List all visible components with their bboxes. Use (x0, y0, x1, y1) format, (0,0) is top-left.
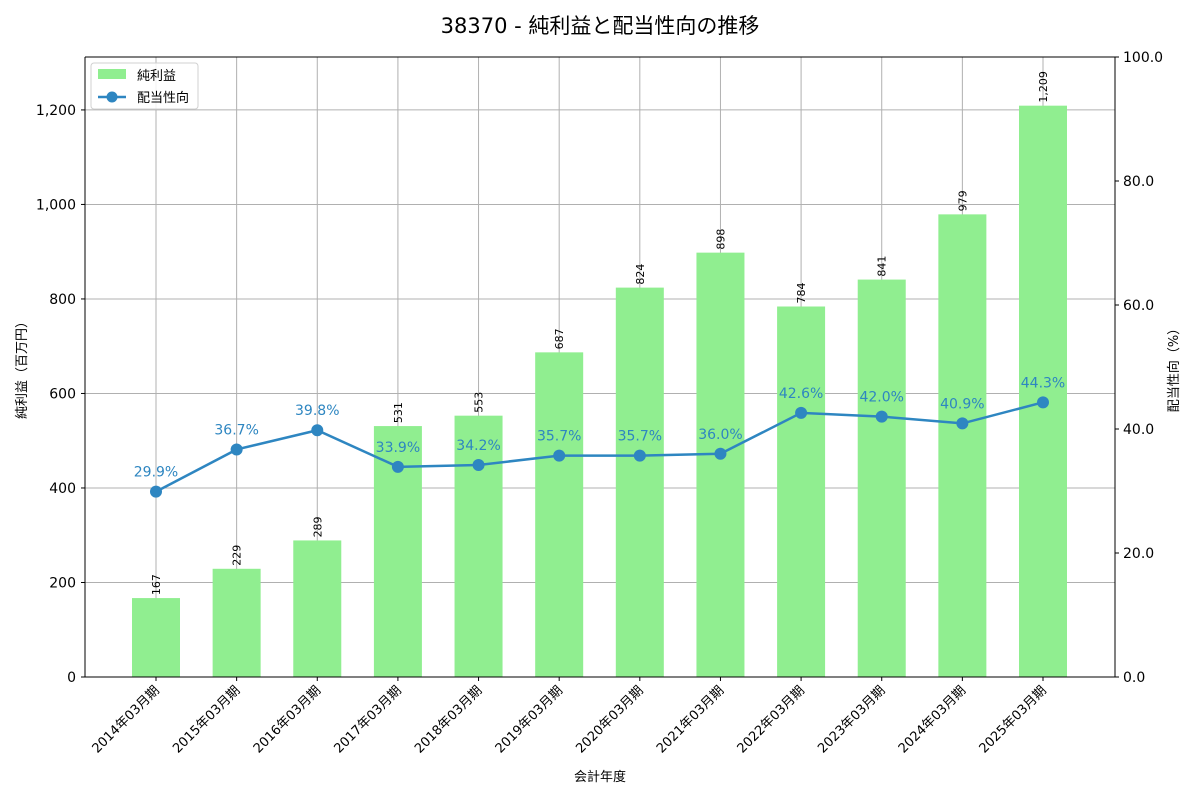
line-marker-icon (230, 443, 243, 456)
line-value-label: 33.9% (376, 440, 420, 456)
y-tick-label: 0 (67, 670, 76, 686)
bar (696, 252, 745, 677)
line-value-label: 40.9% (940, 396, 984, 412)
x-tick-label: 2023年03月期 (815, 683, 888, 756)
y-tick-label: 1,000 (36, 197, 76, 213)
y-tick-label: 400 (49, 481, 76, 497)
bar (615, 287, 664, 677)
y2-tick-label: 0.0 (1123, 670, 1145, 686)
line-marker-icon (875, 410, 888, 423)
legend-line-marker-icon (106, 91, 118, 103)
bar-value-label: 167 (150, 574, 163, 595)
bar-value-label: 979 (956, 190, 969, 211)
bar-value-label: 687 (553, 328, 566, 349)
bar (212, 568, 261, 677)
line-value-labels: 29.9% 36.7% 39.8% 33.9% 34.2% 35.7% 35.7% 36.0%… (134, 375, 1065, 480)
y2-tick-label: 60.0 (1123, 298, 1154, 314)
line-marker-icon (311, 424, 324, 437)
bar (938, 214, 987, 678)
bar-value-label: 898 (714, 229, 727, 250)
line-marker-icon (633, 449, 646, 462)
x-tick-label: 2016年03月期 (251, 683, 324, 756)
chart-title: 38370 - 純利益と配当性向の推移 (440, 14, 760, 38)
x-axis-label: 会計年度 (574, 769, 626, 785)
x-tick-label: 2025年03月期 (977, 683, 1050, 756)
line-series (150, 396, 1049, 498)
line-value-label: 29.9% (134, 465, 178, 481)
y-tick-label: 1,200 (36, 103, 76, 119)
y-tick-label: 800 (49, 292, 76, 308)
x-tick-label: 2017年03月期 (331, 683, 404, 756)
line-marker-icon (956, 417, 969, 430)
legend-bar-swatch (98, 69, 126, 79)
bar-value-labels: 167 229 289 531 553 687 824 898 784 841 979 1,209 (150, 71, 1050, 595)
x-axis-ticks: 2014年03月期 2015年03月期 2016年03月期 2017年03月期 2018… (90, 677, 1050, 757)
line-marker-icon (553, 449, 566, 462)
bar (535, 352, 584, 677)
line-value-label: 35.7% (618, 429, 662, 445)
y-axis-label: 純利益（百万円） (15, 315, 30, 419)
bar (454, 415, 503, 677)
y2-tick-label: 20.0 (1123, 546, 1154, 562)
axes (84, 56, 1116, 678)
line-value-label: 35.7% (537, 429, 581, 445)
line-marker-icon (1037, 396, 1049, 409)
line-marker-icon (472, 458, 485, 471)
line-marker-icon (795, 406, 808, 419)
line-marker-icon (150, 485, 162, 498)
bar-value-label: 1,209 (1037, 71, 1050, 103)
line-marker-icon (391, 460, 404, 473)
bar (293, 540, 342, 677)
line-value-label: 34.2% (456, 438, 500, 454)
x-tick-label: 2020年03月期 (573, 683, 646, 756)
bar-value-label: 784 (795, 283, 808, 304)
x-tick-label: 2019年03月期 (493, 683, 566, 756)
x-tick-label: 2021年03月期 (654, 683, 727, 756)
bar-value-label: 824 (634, 264, 647, 285)
x-tick-label: 2018年03月期 (412, 683, 485, 756)
bar-series (132, 105, 1067, 678)
line-value-label: 42.6% (779, 386, 823, 402)
bar-value-label: 229 (231, 545, 244, 566)
y2-tick-label: 80.0 (1123, 174, 1154, 190)
bar (132, 598, 180, 677)
bar-value-label: 553 (473, 392, 486, 413)
left-y-axis-ticks: 0 200 400 600 800 1,000 1,200 (36, 103, 85, 686)
line-value-label: 36.7% (214, 422, 258, 438)
x-tick-label: 2024年03月期 (896, 683, 969, 756)
y-tick-label: 600 (49, 386, 76, 402)
y-tick-label: 200 (49, 575, 76, 591)
x-tick-label: 2014年03月期 (90, 683, 163, 756)
bar (1019, 105, 1067, 678)
legend-bar-label: 純利益 (137, 69, 176, 84)
bar-value-label: 531 (392, 402, 405, 423)
y2-tick-label: 40.0 (1123, 422, 1154, 438)
right-y-axis-ticks: 0.0 20.0 40.0 60.0 80.0 100.0 (1115, 50, 1163, 686)
line-value-label: 36.0% (698, 427, 742, 443)
legend-line-label: 配当性向 (137, 90, 189, 106)
bar-value-label: 289 (311, 516, 324, 537)
bar (857, 279, 906, 677)
y2-tick-label: 100.0 (1123, 50, 1163, 66)
line-value-label: 39.8% (295, 403, 339, 419)
x-tick-label: 2022年03月期 (735, 683, 808, 756)
bar (777, 306, 826, 677)
line-marker-icon (714, 447, 727, 460)
x-tick-label: 2015年03月期 (170, 683, 243, 756)
bar-value-label: 841 (876, 256, 889, 277)
y2-axis-label: 配当性向（%） (1166, 322, 1182, 412)
line-path (155, 401, 1044, 493)
line-value-label: 44.3% (1021, 375, 1065, 391)
line-value-label: 42.0% (859, 390, 903, 406)
legend: 純利益 配当性向 (90, 62, 199, 110)
